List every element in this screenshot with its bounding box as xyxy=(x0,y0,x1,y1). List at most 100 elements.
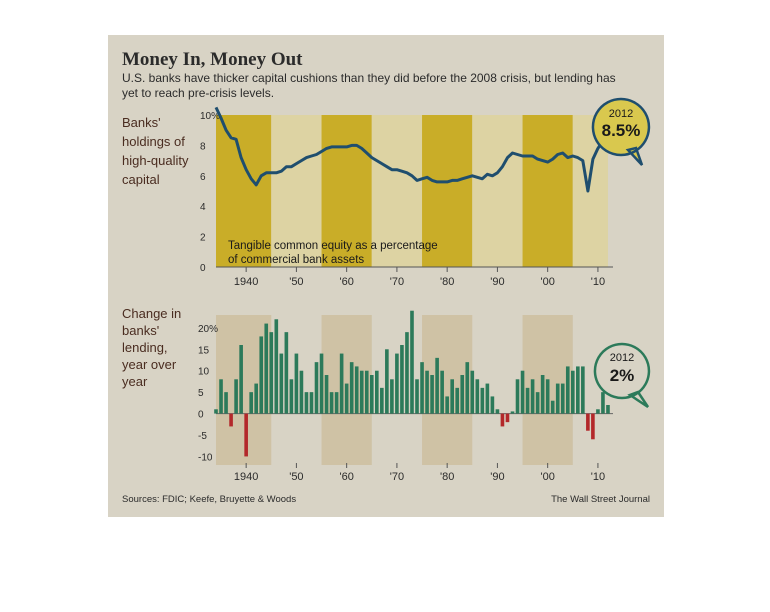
side-label-line-1: banks' xyxy=(122,323,159,338)
chart-title: Money In, Money Out xyxy=(122,49,303,70)
capital-ratio-line xyxy=(214,106,609,193)
lending-bar-1971 xyxy=(400,345,404,414)
top-y-tick-label: 8 xyxy=(200,141,206,152)
top-x-tick-label: '70 xyxy=(390,276,404,288)
top-chart-annotation-line1: Tangible common equity as a percentage xyxy=(228,240,438,252)
top-y-tick-label: 4 xyxy=(200,202,206,213)
lending-bar-1984 xyxy=(465,362,470,414)
top-x-tick-label: 1940 xyxy=(234,276,258,288)
top-x-tick-label: '60 xyxy=(339,276,353,288)
lending-bar-1968 xyxy=(385,349,389,414)
lending-bar-1945 xyxy=(269,332,274,414)
lending-bar-1946 xyxy=(274,319,279,414)
lending-bar-1992 xyxy=(505,413,510,423)
bottom-x-tick-label: '80 xyxy=(440,471,454,483)
lending-bar-1988 xyxy=(485,383,490,414)
lending-bar-1981 xyxy=(450,379,454,414)
lending-bar-1942 xyxy=(254,383,259,414)
chart-subtitle-line2: yet to reach pre-crisis levels. xyxy=(122,86,274,100)
top-y-tick-label: 6 xyxy=(200,172,206,183)
bottom-callout-value: 2% xyxy=(610,366,635,385)
lending-bar-2008 xyxy=(586,413,590,431)
lending-bar-1951 xyxy=(299,370,304,414)
lending-bar-1973 xyxy=(410,310,414,414)
lending-bar-1943 xyxy=(259,336,264,414)
top-chart-decade-bands xyxy=(216,115,608,267)
top-x-tick-label: '00 xyxy=(540,276,554,288)
lending-bar-1956 xyxy=(324,375,329,414)
bottom-x-tick-label: 1940 xyxy=(234,471,258,483)
bottom-y-tick-label: 15 xyxy=(198,345,210,356)
lending-bar-2002 xyxy=(555,383,560,414)
side-label-line-4: year xyxy=(122,374,148,389)
top-callout-year: 2012 xyxy=(609,108,633,120)
lending-bar-1958 xyxy=(334,392,339,414)
lending-bar-1969 xyxy=(390,379,394,414)
bottom-x-tick-label: '70 xyxy=(390,471,404,483)
lending-bar-1948 xyxy=(284,332,289,414)
side-label-line-2: high-quality xyxy=(122,153,189,168)
lending-bar-2006 xyxy=(576,366,580,414)
bottom-band-4 xyxy=(422,315,473,465)
top-x-tick-label: '10 xyxy=(591,276,605,288)
lending-bar-1953 xyxy=(309,392,314,414)
chart-subtitle-line1: U.S. banks have thicker capital cushions… xyxy=(122,71,616,85)
top-band-1 xyxy=(271,115,322,267)
lending-bar-1985 xyxy=(470,370,475,414)
lending-bar-1944 xyxy=(264,323,269,414)
top-band-4 xyxy=(422,115,473,267)
lending-bar-1987 xyxy=(480,387,485,414)
lending-bar-1991 xyxy=(500,413,505,427)
lending-bar-1993 xyxy=(510,411,515,414)
bottom-chart-callout: 2012 2% xyxy=(593,342,651,409)
lending-bar-2011 xyxy=(601,392,605,414)
lending-bar-1972 xyxy=(405,332,409,414)
lending-bar-1977 xyxy=(430,375,434,414)
lending-bar-1962 xyxy=(354,366,359,414)
bottom-chart-y-ticks: -10 -5 0 5 10 15 20% xyxy=(198,324,218,464)
chart-panel: Money In, Money Out U.S. banks have thic… xyxy=(108,35,664,517)
bottom-y-tick-label: 5 xyxy=(198,388,204,399)
lending-bar-1998 xyxy=(535,392,540,414)
top-band-5 xyxy=(472,115,523,267)
top-x-tick-label: '90 xyxy=(490,276,504,288)
bottom-x-tick-label: '90 xyxy=(490,471,504,483)
side-label-line-2: lending, xyxy=(122,340,168,355)
lending-bar-1938 xyxy=(234,379,238,414)
sources-note: Sources: FDIC; Keefe, Bruyette & Woods xyxy=(122,494,296,505)
lending-bar-1983 xyxy=(460,375,465,414)
lending-bar-2004 xyxy=(565,366,570,414)
lending-bar-1941 xyxy=(249,392,253,414)
lending-bar-1967 xyxy=(380,387,384,414)
top-chart-annotation-line2: of commercial bank assets xyxy=(228,254,364,266)
lending-bar-1997 xyxy=(530,379,535,414)
lending-bar-1996 xyxy=(525,387,530,414)
top-chart-callout: 2012 8.5% xyxy=(591,97,651,166)
lending-change-bars xyxy=(214,310,610,457)
lending-bar-1965 xyxy=(369,375,374,414)
lending-bar-1976 xyxy=(425,370,429,414)
side-label-line-3: year over xyxy=(122,357,177,372)
bottom-chart-x-ticks: 1940 '50 '60 '70 '80 '90 '00 '10 xyxy=(234,463,605,483)
bottom-x-tick-label: '50 xyxy=(289,471,303,483)
lending-bar-2000 xyxy=(545,379,550,414)
lending-bar-2001 xyxy=(550,400,555,414)
side-label-line-0: Change in xyxy=(122,306,181,321)
bottom-x-tick-label: '60 xyxy=(339,471,353,483)
lending-bar-2012 xyxy=(606,405,610,414)
top-band-2 xyxy=(321,115,372,267)
lending-bar-1999 xyxy=(540,375,545,414)
lending-bar-1990 xyxy=(495,409,500,414)
top-chart-side-label: Banks' holdings of high-quality capital xyxy=(122,115,189,187)
lending-bar-2005 xyxy=(570,370,575,414)
lending-bar-1978 xyxy=(435,357,439,414)
bottom-y-tick-label: -5 xyxy=(198,431,207,442)
top-band-0 xyxy=(216,115,272,267)
lending-bar-1936 xyxy=(224,392,228,414)
top-band-6 xyxy=(522,115,573,267)
lending-bar-1934 xyxy=(214,409,218,414)
lending-bar-1954 xyxy=(314,362,319,414)
bottom-y-tick-label: 10 xyxy=(198,367,210,378)
top-chart-y-ticks: 0 2 4 6 8 10% xyxy=(200,111,220,274)
lending-bar-2003 xyxy=(560,383,565,414)
